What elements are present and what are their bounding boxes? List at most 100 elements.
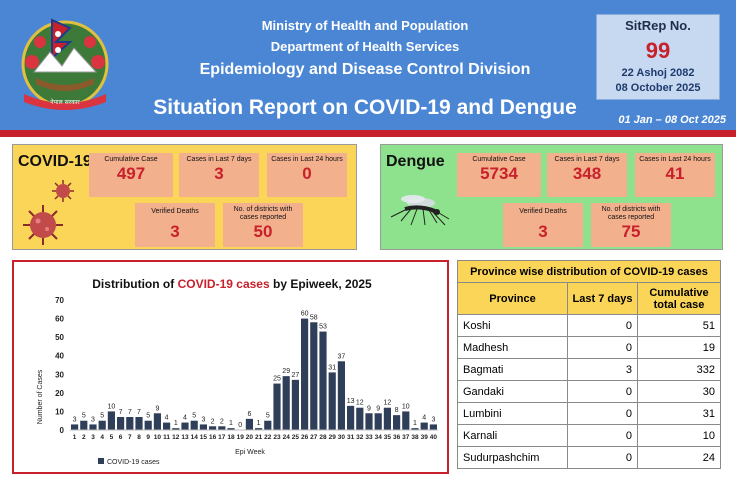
dengue-summary-panel: Dengue Cumulative Case 5734 Cases in Las… [380,144,723,250]
stat-value: 3 [538,222,548,241]
chart-title-suffix: by Epiweek, 2025 [270,277,372,291]
x-tick-label: 30 [338,434,346,441]
province-last-7-days: 0 [567,314,638,337]
data-label: 31 [328,364,336,371]
bar [144,420,152,430]
y-tick-label: 50 [55,333,64,342]
bar [273,383,281,430]
sitrep-date-nepali: 22 Ashoj 2082 [621,67,695,79]
x-tick-label: 16 [209,434,217,441]
province-name: Koshi [457,314,568,337]
x-tick-label: 32 [356,434,364,441]
bar [402,411,410,430]
division-name: Epidemiology and Disease Control Divisio… [199,61,531,78]
bar [135,417,143,430]
data-label: 9 [376,405,380,412]
bar [383,407,391,430]
x-tick-label: 34 [375,434,383,441]
x-tick-label: 33 [365,434,373,441]
table-row: Karnali 0 10 [457,424,721,447]
bar [227,428,235,430]
x-tick-label: 31 [347,434,355,441]
data-label: 5 [266,413,270,420]
bar [209,426,217,430]
data-label: 0 [238,422,242,429]
y-tick-label: 20 [55,389,64,398]
y-tick-label: 60 [55,315,64,324]
date-range: 01 Jan – 08 Oct 2025 [618,114,726,126]
data-label: 9 [155,405,159,412]
data-label: 29 [282,368,290,375]
bar [190,420,198,430]
data-label: 7 [128,409,132,416]
data-label: 3 [201,416,205,423]
dengue-cumulative-case: Cumulative Case 5734 [457,153,541,197]
bar [245,418,253,430]
covid-districts-reported: No. of districts with cases reported 50 [223,203,303,247]
province-cumulative-total: 24 [637,446,721,469]
bar [117,417,125,430]
bar [172,428,180,430]
bar [420,422,428,430]
province-last-7-days: 0 [567,446,638,469]
bar [291,379,299,430]
y-tick-label: 0 [60,426,65,435]
stat-label: Cases in Last 7 days [186,156,252,163]
sitrep-box: SitRep No. 99 22 Ashoj 2082 08 October 2… [596,14,720,100]
stat-label: Cumulative Case [104,156,158,163]
x-tick-label: 11 [163,434,170,441]
province-last-7-days: 0 [567,336,638,359]
province-last-7-days: 0 [567,402,638,425]
x-tick-label: 2 [82,434,86,441]
x-tick-label: 17 [218,434,226,441]
x-axis: 1 2 3 4 5 6 7 8 9 10 11 12 13 14 15 16 17 18 19 20 21 22 23 24 2… [70,429,438,441]
header-divider [0,130,736,137]
data-label: 12 [356,400,364,407]
covid-summary-panel: COVID-19 Cumulative Case 497 Cases in La… [12,144,357,250]
bar [71,424,79,430]
stat-value: 3 [170,222,180,241]
bar [319,331,327,430]
data-label: 13 [347,398,355,405]
x-tick-label: 6 [119,434,123,441]
stat-value: 50 [253,222,273,241]
x-tick-label: 36 [393,434,401,441]
chart-title-prefix: Distribution of [92,277,177,291]
data-label: 3 [431,416,435,423]
y-tick-label: 10 [55,407,64,416]
data-label: 37 [338,353,346,360]
stat-label: Cumulative Case [472,156,526,163]
data-label: 1 [413,420,417,427]
stat-value: 348 [572,164,602,183]
data-label: 2 [211,418,215,425]
bar [89,424,97,430]
bar [328,372,336,430]
data-label: 4 [422,415,426,422]
bar [356,407,364,430]
province-last-7-days: 3 [567,358,638,381]
virus-large-icon [23,205,63,245]
data-label: 5 [82,413,86,420]
table-row: Koshi 0 51 [457,314,721,337]
stat-label: Cases in Last 24 hours [271,156,343,163]
stat-label: Verified Deaths [151,208,199,215]
legend-swatch [98,458,104,464]
table-row: Madhesh 0 19 [457,336,721,359]
data-label: 1 [229,420,233,427]
x-tick-label: 21 [255,434,263,441]
x-tick-label: 13 [181,434,189,441]
data-label: 7 [137,409,141,416]
stat-label: Cases in Last 24 hours [639,156,711,163]
data-label: 3 [91,416,95,423]
data-label: 4 [165,415,169,422]
covid-panel-title: COVID-19 [18,153,92,170]
x-tick-label: 40 [430,434,438,441]
province-cumulative-total: 332 [637,358,721,381]
dengue-districts-reported: No. of districts with cases reported 75 [591,203,671,247]
covid-cases-last-7-days: Cases in Last 7 days 3 [179,153,259,197]
x-tick-label: 26 [301,434,309,441]
province-cumulative-total: 30 [637,380,721,403]
header-province: Province [457,282,568,315]
stat-value: 75 [621,222,641,241]
